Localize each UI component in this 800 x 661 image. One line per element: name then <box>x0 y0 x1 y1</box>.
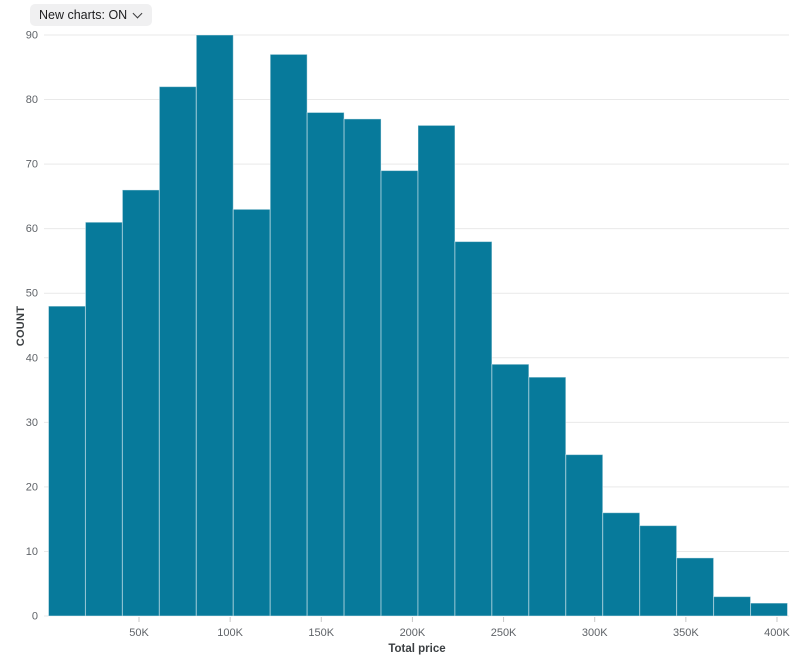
histogram-bar[interactable] <box>232 208 271 617</box>
y-tick-label: 80 <box>26 94 38 106</box>
histogram-bar[interactable] <box>84 221 123 617</box>
histogram-bar[interactable] <box>380 170 419 617</box>
histogram-bar[interactable] <box>195 34 234 617</box>
histogram-bar[interactable] <box>676 557 715 617</box>
histogram-bar[interactable] <box>639 525 678 617</box>
new-charts-dropdown-label: New charts: ON <box>39 8 128 22</box>
y-tick-label: 70 <box>26 159 38 171</box>
x-tick-label: 100K <box>217 627 243 639</box>
histogram-bar[interactable] <box>158 86 197 617</box>
y-tick-label: 0 <box>32 611 38 623</box>
x-tick-label: 400K <box>764 627 790 639</box>
y-tick-label: 30 <box>26 417 38 429</box>
y-tick-label: 50 <box>26 288 38 300</box>
y-tick-label: 20 <box>26 481 38 493</box>
histogram-bar[interactable] <box>750 602 788 617</box>
histogram-bar[interactable] <box>306 111 345 617</box>
y-tick-label: 90 <box>26 30 38 42</box>
y-tick-label: 40 <box>26 352 38 364</box>
histogram-bar[interactable] <box>417 124 456 617</box>
histogram-bar[interactable] <box>491 363 530 617</box>
histogram-bar[interactable] <box>602 512 641 617</box>
x-tick-label: 150K <box>308 627 334 639</box>
histogram-bar[interactable] <box>565 454 604 617</box>
chevron-down-icon <box>132 8 143 19</box>
histogram-bar[interactable] <box>121 189 160 617</box>
new-charts-dropdown[interactable]: New charts: ON <box>30 4 153 26</box>
y-tick-label: 60 <box>26 223 38 235</box>
histogram-bar[interactable] <box>528 376 567 617</box>
y-tick-label: 10 <box>26 546 38 558</box>
y-axis-title: COUNT <box>15 306 27 347</box>
histogram-bar[interactable] <box>454 241 493 617</box>
x-tick-label: 350K <box>673 627 699 639</box>
x-tick-label: 50K <box>129 627 149 639</box>
histogram-bar[interactable] <box>713 596 752 617</box>
x-tick-label: 250K <box>491 627 517 639</box>
histogram-bar[interactable] <box>269 53 308 617</box>
x-tick-label: 200K <box>400 627 426 639</box>
histogram-bar[interactable] <box>343 118 382 617</box>
x-tick-label: 300K <box>582 627 608 639</box>
histogram-bar[interactable] <box>48 305 86 617</box>
x-axis-title: Total price <box>388 643 445 655</box>
